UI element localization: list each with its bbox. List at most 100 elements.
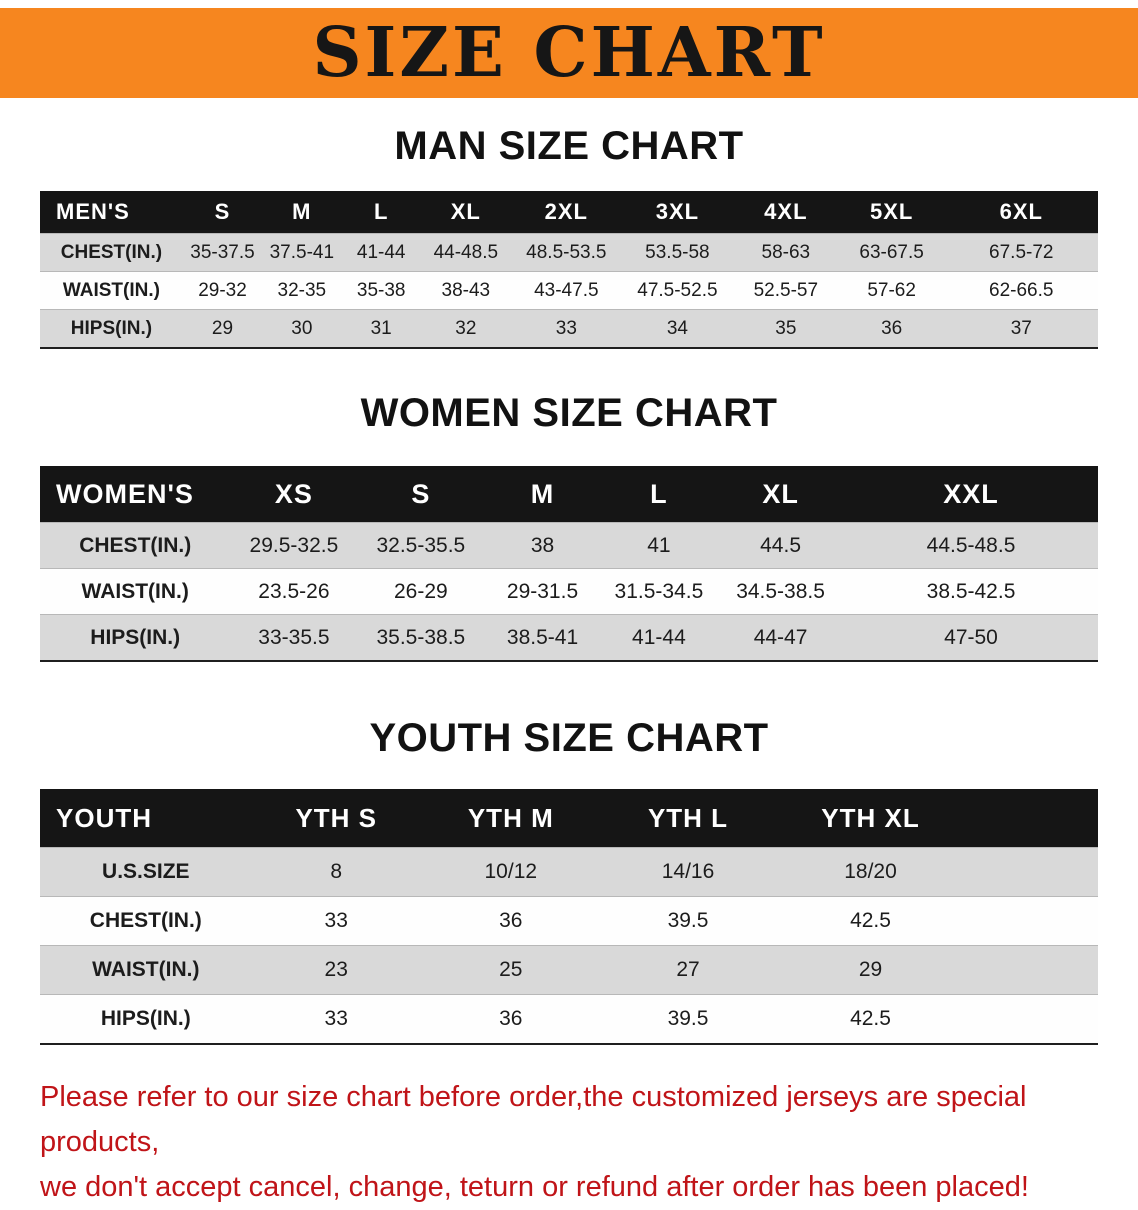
table-header-row: YOUTH YTH S YTH M YTH L YTH XL	[40, 789, 1098, 848]
table-row: WAIST(IN.) 29-32 32-35 35-38 38-43 43-47.5 47.…	[40, 271, 1098, 310]
size-column-header: L	[600, 466, 718, 523]
youth-size-table: YOUTH YTH S YTH M YTH L YTH XL U.S.SIZE 8 10/12…	[40, 789, 1098, 1045]
row-label-cell: HIPS(IN.)	[40, 994, 252, 1044]
value-cell: 29-32	[182, 271, 263, 310]
value-cell: 58-63	[732, 233, 839, 272]
value-cell: 37	[944, 309, 1098, 348]
row-label-cell: HIPS(IN.)	[40, 309, 183, 348]
size-column-header: XXL	[844, 466, 1098, 523]
value-cell: 62-66.5	[944, 271, 1098, 310]
value-cell: 39.5	[600, 896, 776, 946]
size-column-header: S	[182, 191, 263, 234]
value-cell: 38.5-41	[484, 614, 601, 661]
value-cell: 57-62	[838, 271, 945, 310]
size-column-header: YTH S	[251, 789, 421, 848]
disclaimer-line-2: we don't accept cancel, change, teturn o…	[40, 1170, 1029, 1203]
row-label-cell: WAIST(IN.)	[40, 271, 183, 310]
size-column-header: YTH L	[600, 789, 776, 848]
value-cell: 30	[262, 309, 342, 348]
value-cell: 29	[775, 945, 966, 995]
value-cell: 36	[420, 994, 601, 1044]
value-cell: 38	[484, 522, 601, 569]
table-row: HIPS(IN.) 33 36 39.5 42.5	[40, 994, 1098, 1044]
value-cell: 33	[510, 309, 622, 348]
value-cell: 47-50	[844, 614, 1098, 661]
value-cell: 47.5-52.5	[621, 271, 733, 310]
row-label-cell: CHEST(IN.)	[40, 522, 231, 569]
women-size-table: WOMEN'S XS S M L XL XXL CHEST(IN.) 29.5-32.5 32.5…	[40, 466, 1098, 662]
table-row: CHEST(IN.) 35-37.5 37.5-41 41-44 44-48.5 48.5…	[40, 233, 1098, 272]
table-row: HIPS(IN.) 33-35.5 35.5-38.5 38.5-41 41-44 44-…	[40, 614, 1098, 661]
value-cell: 18/20	[775, 847, 966, 897]
value-cell: 52.5-57	[732, 271, 839, 310]
value-cell	[965, 847, 1098, 897]
value-cell: 32-35	[262, 271, 342, 310]
value-cell: 41-44	[341, 233, 421, 272]
value-cell	[965, 994, 1098, 1044]
value-cell: 25	[420, 945, 601, 995]
banner-title: SIZE CHART	[312, 13, 826, 93]
value-cell: 34.5-38.5	[717, 568, 845, 615]
size-column-header: XL	[420, 191, 511, 234]
value-cell: 44-48.5	[420, 233, 511, 272]
row-label-cell: WAIST(IN.)	[40, 945, 252, 995]
value-cell: 38.5-42.5	[844, 568, 1098, 615]
value-cell	[965, 896, 1098, 946]
men-size-heading: MAN SIZE CHART	[394, 124, 744, 168]
size-column-header: 5XL	[838, 191, 945, 234]
value-cell: 34	[621, 309, 733, 348]
row-label-header: MEN'S	[40, 191, 183, 234]
value-cell: 37.5-41	[262, 233, 342, 272]
youth-size-heading: YOUTH SIZE CHART	[369, 716, 769, 760]
value-cell: 41-44	[600, 614, 718, 661]
size-chart-banner: SIZE CHART	[0, 8, 1138, 98]
size-column-header: YTH XL	[775, 789, 966, 848]
value-cell: 35	[732, 309, 839, 348]
value-cell: 23.5-26	[230, 568, 358, 615]
value-cell: 42.5	[775, 994, 966, 1044]
value-cell: 29.5-32.5	[230, 522, 358, 569]
value-cell: 33	[251, 896, 421, 946]
value-cell: 8	[251, 847, 421, 897]
table-row: HIPS(IN.) 29 30 31 32 33 34 35 36 37	[40, 309, 1098, 348]
table-row: WAIST(IN.) 23.5-26 26-29 29-31.5 31.5-34.5 34…	[40, 568, 1098, 615]
value-cell: 32.5-35.5	[357, 522, 485, 569]
size-column-header: XS	[230, 466, 358, 523]
value-cell: 63-67.5	[838, 233, 945, 272]
value-cell: 44.5-48.5	[844, 522, 1098, 569]
value-cell: 23	[251, 945, 421, 995]
value-cell: 43-47.5	[510, 271, 622, 310]
size-column-header: M	[262, 191, 342, 234]
row-label-header: YOUTH	[40, 789, 252, 848]
value-cell: 42.5	[775, 896, 966, 946]
value-cell: 35-37.5	[182, 233, 263, 272]
value-cell: 14/16	[600, 847, 776, 897]
table-header-row: MEN'S S M L XL 2XL 3XL 4XL 5XL 6XL	[40, 191, 1098, 234]
youth-size-section: YOUTH SIZE CHART YOUTH YTH S YTH M YTH L YTH…	[0, 716, 1138, 1045]
disclaimer: Please refer to our size chart before or…	[40, 1075, 1138, 1210]
women-size-heading: WOMEN SIZE CHART	[360, 391, 778, 435]
value-cell: 41	[600, 522, 718, 569]
value-cell: 36	[420, 896, 601, 946]
value-cell: 35.5-38.5	[357, 614, 485, 661]
women-size-section: WOMEN SIZE CHART WOMEN'S XS S M L XL XXL CHEST(…	[0, 391, 1138, 662]
value-cell: 35-38	[341, 271, 421, 310]
value-cell: 31	[341, 309, 421, 348]
value-cell: 39.5	[600, 994, 776, 1044]
table-row: U.S.SIZE 8 10/12 14/16 18/20	[40, 847, 1098, 897]
value-cell: 44-47	[717, 614, 845, 661]
row-label-header: WOMEN'S	[40, 466, 231, 523]
men-size-section: MAN SIZE CHART MEN'S S M L XL 2XL 3XL 4XL 5XL 6XL…	[0, 124, 1138, 349]
value-cell: 36	[838, 309, 945, 348]
value-cell: 33	[251, 994, 421, 1044]
size-column-header: XL	[717, 466, 845, 523]
disclaimer-line-1: Please refer to our size chart before or…	[40, 1081, 1027, 1158]
table-row: WAIST(IN.) 23 25 27 29	[40, 945, 1098, 995]
size-column-header: YTH M	[420, 789, 601, 848]
value-cell: 53.5-58	[621, 233, 733, 272]
value-cell: 29	[182, 309, 263, 348]
men-size-table: MEN'S S M L XL 2XL 3XL 4XL 5XL 6XL CHEST(IN.) 35-37…	[40, 191, 1098, 349]
table-row: CHEST(IN.) 33 36 39.5 42.5	[40, 896, 1098, 946]
value-cell: 33-35.5	[230, 614, 358, 661]
value-cell: 48.5-53.5	[510, 233, 622, 272]
